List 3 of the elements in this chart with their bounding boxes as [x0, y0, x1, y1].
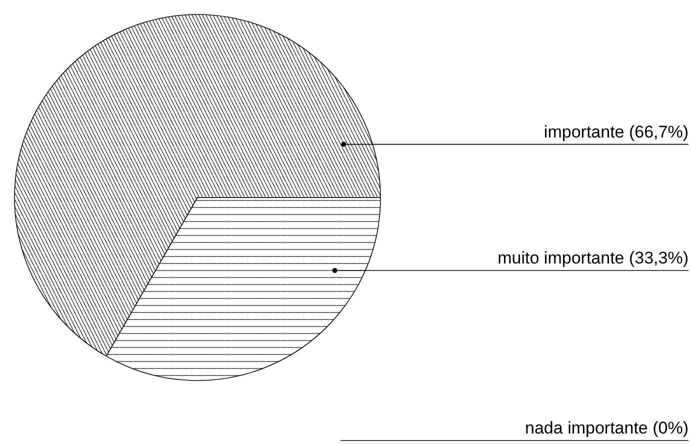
category-label: nada importante (0%) [525, 418, 689, 438]
slice-label: muito importante (33,3%) [498, 248, 689, 268]
slice-label: importante (66,7%) [544, 122, 689, 142]
